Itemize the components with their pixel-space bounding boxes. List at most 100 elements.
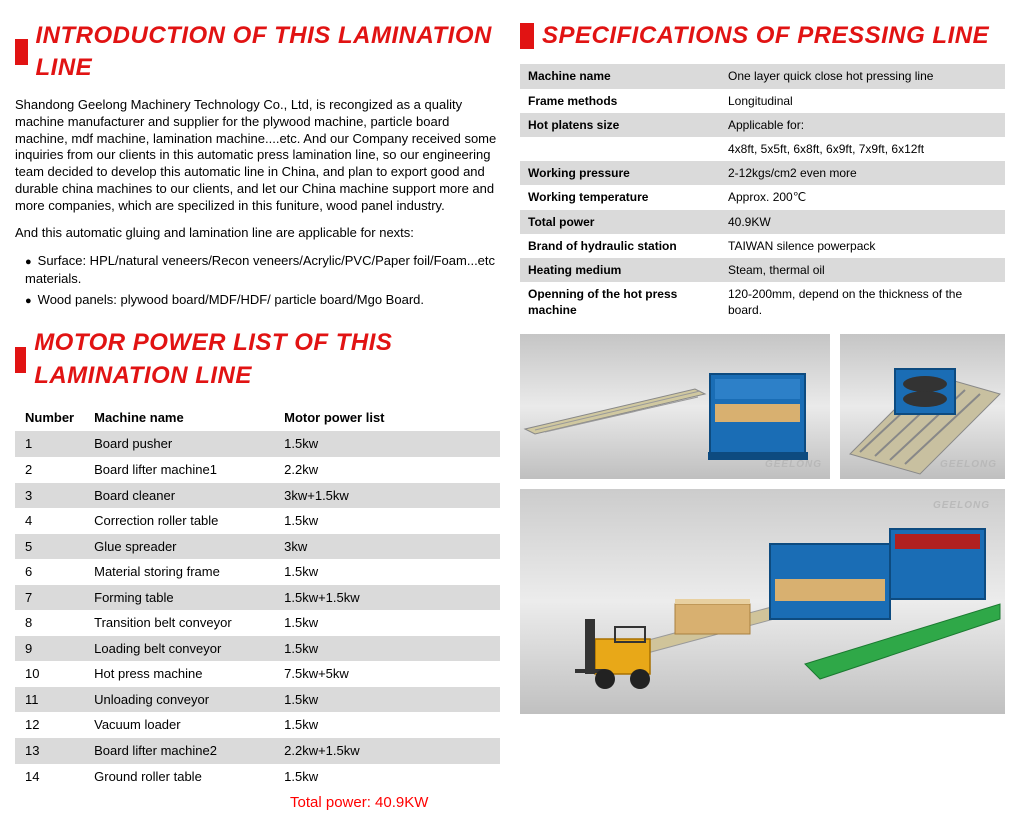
cell-spec-value: Approx. 200℃ <box>720 185 1005 209</box>
cell-spec-value: One layer quick close hot pressing line <box>720 64 1005 88</box>
cell-power: 1.5kw+1.5kw <box>274 585 500 611</box>
cell-number: 2 <box>15 457 84 483</box>
machine-render-1: GEELONG <box>520 334 830 479</box>
cell-number: 14 <box>15 764 84 790</box>
table-row: Frame methodsLongitudinal <box>520 89 1005 113</box>
col-header-power: Motor power list <box>274 404 500 432</box>
red-bar-icon <box>15 39 28 65</box>
table-row: Hot platens sizeApplicable for: <box>520 113 1005 137</box>
cell-spec-label: Heating medium <box>520 258 720 282</box>
table-row: 9Loading belt conveyor1.5kw <box>15 636 500 662</box>
cell-spec-label: Frame methods <box>520 89 720 113</box>
watermark-text: GEELONG <box>940 458 997 472</box>
intro-header: INTRODUCTION OF THIS LAMINATION LINE <box>15 20 500 85</box>
image-row-1: GEELONG GEELONG <box>520 334 1005 479</box>
table-row: Heating mediumSteam, thermal oil <box>520 258 1005 282</box>
cell-number: 5 <box>15 534 84 560</box>
cell-power: 7.5kw+5kw <box>274 661 500 687</box>
cell-spec-label: Working temperature <box>520 185 720 209</box>
applicable-list: Surface: HPL/natural veneers/Recon venee… <box>15 252 500 309</box>
table-row: 11Unloading conveyor1.5kw <box>15 687 500 713</box>
table-row: 12Vacuum loader1.5kw <box>15 712 500 738</box>
watermark-text: GEELONG <box>765 458 822 472</box>
cell-machine-name: Board cleaner <box>84 483 274 509</box>
table-row: Total power40.9KW <box>520 210 1005 234</box>
intro-title: INTRODUCTION OF THIS LAMINATION LINE <box>36 20 501 85</box>
cell-machine-name: Transition belt conveyor <box>84 610 274 636</box>
cell-spec-value: 40.9KW <box>720 210 1005 234</box>
table-row: Working temperatureApprox. 200℃ <box>520 185 1005 209</box>
cell-power: 3kw+1.5kw <box>274 483 500 509</box>
cell-machine-name: Board lifter machine1 <box>84 457 274 483</box>
cell-spec-value: 120-200mm, depend on the thickness of th… <box>720 282 1005 322</box>
table-row: Openning of the hot press machine120-200… <box>520 282 1005 322</box>
cell-number: 3 <box>15 483 84 509</box>
cell-machine-name: Forming table <box>84 585 274 611</box>
table-row: 13Board lifter machine22.2kw+1.5kw <box>15 738 500 764</box>
cell-power: 2.2kw <box>274 457 500 483</box>
table-row: 3Board cleaner3kw+1.5kw <box>15 483 500 509</box>
machine-render-2: GEELONG <box>840 334 1005 479</box>
cell-spec-label: Openning of the hot press machine <box>520 282 720 322</box>
cell-number: 6 <box>15 559 84 585</box>
cell-machine-name: Glue spreader <box>84 534 274 560</box>
intro-paragraph-1: Shandong Geelong Machinery Technology Co… <box>15 97 500 215</box>
cell-spec-value: Longitudinal <box>720 89 1005 113</box>
spec-table: Machine nameOne layer quick close hot pr… <box>520 64 1005 322</box>
table-row: 4x8ft, 5x5ft, 6x8ft, 6x9ft, 7x9ft, 6x12f… <box>520 137 1005 161</box>
cell-number: 13 <box>15 738 84 764</box>
table-row: Working pressure2-12kgs/cm2 even more <box>520 161 1005 185</box>
table-row: 6Material storing frame1.5kw <box>15 559 500 585</box>
cell-machine-name: Ground roller table <box>84 764 274 790</box>
cell-number: 8 <box>15 610 84 636</box>
col-header-name: Machine name <box>84 404 274 432</box>
cell-spec-label: Working pressure <box>520 161 720 185</box>
cell-spec-label: Brand of hydraulic station <box>520 234 720 258</box>
cell-power: 1.5kw <box>274 610 500 636</box>
cell-machine-name: Board pusher <box>84 431 274 457</box>
cell-power: 3kw <box>274 534 500 560</box>
table-row: 4Correction roller table1.5kw <box>15 508 500 534</box>
total-power: Total power: 40.9KW <box>15 793 500 813</box>
cell-machine-name: Unloading conveyor <box>84 687 274 713</box>
table-row: 7Forming table1.5kw+1.5kw <box>15 585 500 611</box>
cell-machine-name: Correction roller table <box>84 508 274 534</box>
table-row: 10Hot press machine7.5kw+5kw <box>15 661 500 687</box>
cell-power: 1.5kw <box>274 764 500 790</box>
cell-machine-name: Hot press machine <box>84 661 274 687</box>
cell-power: 1.5kw <box>274 559 500 585</box>
cell-number: 10 <box>15 661 84 687</box>
table-row: 8Transition belt conveyor1.5kw <box>15 610 500 636</box>
cell-spec-value: 4x8ft, 5x5ft, 6x8ft, 6x9ft, 7x9ft, 6x12f… <box>720 137 1005 161</box>
cell-number: 4 <box>15 508 84 534</box>
cell-power: 1.5kw <box>274 636 500 662</box>
cell-power: 1.5kw <box>274 508 500 534</box>
table-row: 2Board lifter machine12.2kw <box>15 457 500 483</box>
cell-machine-name: Board lifter machine2 <box>84 738 274 764</box>
cell-spec-label: Machine name <box>520 64 720 88</box>
table-row: Machine nameOne layer quick close hot pr… <box>520 64 1005 88</box>
cell-power: 2.2kw+1.5kw <box>274 738 500 764</box>
spec-title: SPECIFICATIONS OF PRESSING LINE <box>542 20 989 52</box>
cell-machine-name: Loading belt conveyor <box>84 636 274 662</box>
machine-render-full-line: GEELONG <box>520 489 1005 714</box>
cell-machine-name: Vacuum loader <box>84 712 274 738</box>
table-row: Brand of hydraulic stationTAIWAN silence… <box>520 234 1005 258</box>
cell-number: 12 <box>15 712 84 738</box>
motor-title: MOTOR POWER LIST OF THIS LAMINATION LINE <box>34 327 500 392</box>
cell-spec-value: Steam, thermal oil <box>720 258 1005 282</box>
intro-paragraph-2: And this automatic gluing and lamination… <box>15 225 500 242</box>
table-row: 14Ground roller table1.5kw <box>15 764 500 790</box>
cell-spec-value: TAIWAN silence powerpack <box>720 234 1005 258</box>
cell-spec-value: 2-12kgs/cm2 even more <box>720 161 1005 185</box>
cell-spec-label: Hot platens size <box>520 113 720 137</box>
cell-spec-value: Applicable for: <box>720 113 1005 137</box>
list-item: Surface: HPL/natural veneers/Recon venee… <box>25 252 500 287</box>
cell-power: 1.5kw <box>274 712 500 738</box>
red-bar-icon <box>520 23 534 49</box>
cell-number: 9 <box>15 636 84 662</box>
col-header-number: Number <box>15 404 84 432</box>
list-item: Wood panels: plywood board/MDF/HDF/ part… <box>25 291 500 309</box>
cell-number: 7 <box>15 585 84 611</box>
cell-machine-name: Material storing frame <box>84 559 274 585</box>
